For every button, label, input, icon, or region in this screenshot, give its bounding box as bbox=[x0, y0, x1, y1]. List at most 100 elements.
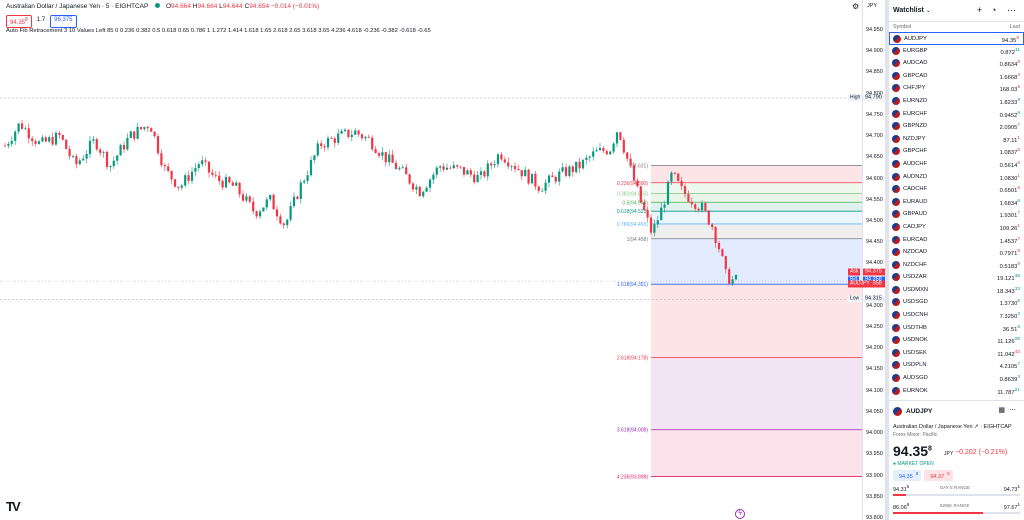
candle-body bbox=[643, 202, 646, 210]
watchlist-row[interactable]: GBPCAD 1.66684 bbox=[889, 70, 1024, 83]
candle-body bbox=[146, 127, 149, 129]
watchlist-row[interactable]: EURCHF 0.94526 bbox=[889, 108, 1024, 121]
52wk-range-low: 86.068 bbox=[893, 502, 910, 511]
watchlist-row[interactable]: EURGBP 0.87211 bbox=[889, 45, 1024, 58]
candle-body bbox=[292, 196, 296, 207]
buy-button[interactable]: 96.375 bbox=[50, 15, 77, 28]
fib-level-label: 3.618(94.008) bbox=[617, 428, 648, 434]
candle-body bbox=[337, 133, 340, 143]
panel-divider[interactable] bbox=[885, 0, 889, 520]
row-last: 0.87211 bbox=[1000, 47, 1020, 56]
watchlist-row[interactable]: CADJPY 109.261 bbox=[889, 221, 1024, 234]
price-axis[interactable]: JPY 94.950 94.900 94.850 94.800 94.750 94.700… bbox=[862, 0, 885, 520]
row-last: 1.08376 bbox=[999, 148, 1020, 157]
flag-icon bbox=[892, 235, 900, 244]
row-last: 109.261 bbox=[999, 223, 1020, 232]
fib-level-label: 0.236(94.590) bbox=[617, 181, 648, 187]
candle-body bbox=[724, 256, 727, 270]
price-tick: 94.050 bbox=[866, 408, 883, 415]
watchlist-title[interactable]: Watchlist ⌄ bbox=[893, 7, 931, 14]
candle-body bbox=[473, 174, 476, 183]
watchlist-row[interactable]: AUDCHF 0.56146 bbox=[889, 158, 1024, 171]
candle-body bbox=[320, 143, 323, 147]
candle-body bbox=[524, 169, 527, 177]
low-tag-label: Low bbox=[848, 295, 862, 303]
watchlist-row[interactable]: EURNOK 11.78721 bbox=[889, 385, 1024, 397]
candle-body bbox=[639, 186, 642, 203]
axis-currency[interactable]: JPY bbox=[867, 3, 878, 9]
fib-zone bbox=[651, 357, 862, 430]
watchlist-row[interactable]: GBPCHF 1.08376 bbox=[889, 145, 1024, 158]
watchlist-row[interactable]: USDCNH 7.32503 bbox=[889, 309, 1024, 322]
detail-name: Australian Dollar / Japanese Yen ↗ · EIG… bbox=[893, 424, 1012, 430]
column-symbol[interactable]: Symbol bbox=[893, 24, 912, 30]
watchlist-row[interactable]: USDNOK 11.12609 bbox=[889, 334, 1024, 347]
price-chart[interactable]: (94.631) 0.236(94.590) 0.382(94.565) 0.5(94… bbox=[0, 0, 862, 520]
chart-area[interactable]: (94.631) 0.236(94.590) 0.382(94.565) 0.5(94… bbox=[0, 0, 885, 520]
watchlist-row[interactable]: USDSGD 1.37306 bbox=[889, 296, 1024, 309]
symbol-title[interactable]: Australian Dollar / Japanese Yen · 5 · E… bbox=[6, 3, 149, 10]
indicator-label[interactable]: Auto Fib Retracement 3 10 Values Left 85… bbox=[6, 28, 431, 34]
candle-body bbox=[530, 173, 534, 184]
more-icon[interactable]: ⋯ bbox=[1009, 407, 1020, 414]
grid-icon[interactable]: ▦ bbox=[998, 407, 1009, 414]
candle-body bbox=[585, 157, 588, 160]
add-symbol-icon[interactable]: + bbox=[977, 5, 983, 15]
candle-body bbox=[520, 169, 523, 177]
candle-body bbox=[116, 155, 119, 161]
watchlist-row[interactable]: USDMXN 18.34333 bbox=[889, 284, 1024, 297]
clock-icon[interactable]: ◔ bbox=[991, 5, 997, 15]
fib-level-label: 2.618(94.178) bbox=[617, 356, 648, 362]
external-link-icon[interactable]: ↗ bbox=[974, 424, 979, 430]
watchlist-row[interactable]: USDTHB 36.515 bbox=[889, 322, 1024, 335]
candle-body bbox=[119, 145, 122, 156]
candle-body bbox=[105, 151, 109, 167]
candle-body bbox=[394, 162, 398, 170]
watchlist-row[interactable]: NZDJPY 87.111 bbox=[889, 133, 1024, 146]
lightning-icon[interactable]: ϟ bbox=[735, 509, 745, 519]
fib-level-label: 0.786(94.493) bbox=[617, 222, 648, 228]
watchlist-row[interactable]: EURCAD 1.45377 bbox=[889, 234, 1024, 247]
price-tick: 94.150 bbox=[866, 366, 883, 373]
fib-zone bbox=[651, 284, 862, 358]
row-symbol: USDTHB bbox=[903, 324, 927, 331]
candle-body bbox=[85, 153, 88, 159]
watchlist-row[interactable]: AUDCAD 0.86348 bbox=[889, 57, 1024, 70]
watchlist-row[interactable]: NZDCHF 0.51839 bbox=[889, 259, 1024, 272]
tradingview-logo[interactable]: TV bbox=[6, 499, 21, 514]
detail-symbol[interactable]: AUDJPY bbox=[906, 408, 933, 415]
watchlist-row[interactable]: EURAUD 1.68346 bbox=[889, 196, 1024, 209]
watchlist-row[interactable]: AUDJPY 94.358 bbox=[889, 32, 1024, 45]
watchlist-row[interactable]: NZDCAD 0.79716 bbox=[889, 246, 1024, 259]
flag-icon bbox=[892, 159, 900, 168]
price-tick: 94.100 bbox=[866, 387, 883, 394]
watchlist-row[interactable]: AUDSGD 0.86393 bbox=[889, 372, 1024, 385]
watchlist-row[interactable]: USDSEK 11.04243 bbox=[889, 347, 1024, 360]
candle-body bbox=[371, 137, 374, 150]
more-icon[interactable]: ⋯ bbox=[1007, 5, 1016, 15]
days-range-bar bbox=[893, 494, 1020, 496]
watchlist-row[interactable]: GBPAUD 1.93017 bbox=[889, 208, 1024, 221]
candle-body bbox=[598, 147, 602, 151]
column-last[interactable]: Last bbox=[1009, 24, 1020, 30]
settings-icon[interactable]: ⚙ bbox=[852, 2, 860, 11]
watchlist-row[interactable]: CADCHF 0.65019 bbox=[889, 183, 1024, 196]
watchlist-row[interactable]: AUDNZD 1.08301 bbox=[889, 171, 1024, 184]
flag-icon bbox=[892, 348, 900, 357]
watchlist-row[interactable]: GBPNZD 2.09057 bbox=[889, 120, 1024, 133]
sell-button[interactable]: 94.358 bbox=[6, 15, 32, 28]
candle-body bbox=[707, 210, 710, 225]
candle-body bbox=[343, 129, 347, 132]
watchlist-row[interactable]: CHFJPY 168.039 bbox=[889, 82, 1024, 95]
candle-body bbox=[541, 190, 544, 192]
bid-box[interactable]: 94.358 bbox=[893, 470, 922, 481]
candle-body bbox=[391, 154, 394, 163]
watchlist-row[interactable]: USDPLN 4.21057 bbox=[889, 359, 1024, 372]
ask-box[interactable]: 94.375 bbox=[924, 470, 953, 481]
fib-level-label: 0.5(94.544) bbox=[622, 200, 648, 206]
flag-icon bbox=[892, 336, 900, 345]
watchlist-row[interactable]: USDZAR 19.12148 bbox=[889, 271, 1024, 284]
watchlist-row[interactable]: EURNZD 1.82339 bbox=[889, 95, 1024, 108]
candle-body bbox=[554, 177, 557, 182]
row-last: 2.09057 bbox=[999, 123, 1020, 132]
